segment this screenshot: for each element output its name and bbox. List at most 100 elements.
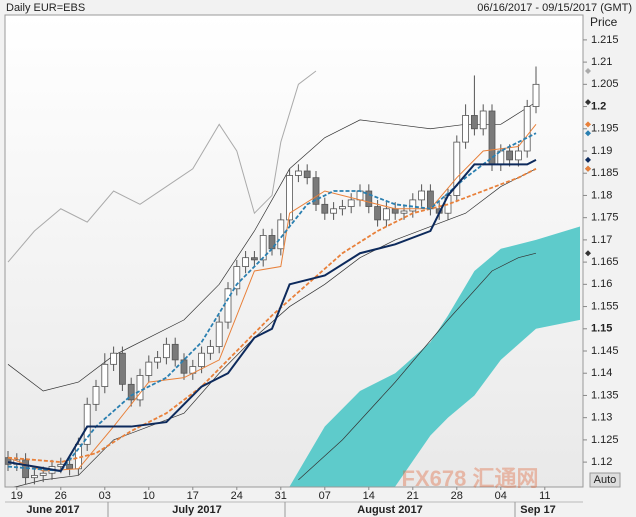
chart-title: Daily EUR=EBS [6,2,85,14]
chart-subtitle: 06/16/2017 - 09/15/2017 (GMT) [477,2,632,14]
last-value-marker [585,130,591,137]
candle-body [171,343,179,361]
indicator-line [7,167,537,464]
candle-body [242,257,250,267]
month-label: Sep 17 [520,504,555,516]
cloud [289,226,580,487]
candle-body [470,115,478,130]
candle-body [39,472,47,476]
candle-body [515,150,522,161]
candle-body [294,170,302,176]
candle-body [391,208,399,214]
x-tick-label: 21 [407,490,419,502]
candle-body [303,170,311,179]
month-label: June 2017 [26,504,79,516]
x-tick-label: 17 [187,490,199,502]
candle-body [92,386,100,405]
indicator-line [7,132,537,472]
auto-button-label[interactable]: Auto [594,474,617,486]
indicator-line [7,70,317,263]
candle-body [162,343,170,359]
last-value-marker [585,165,591,172]
indicator-line [298,252,537,481]
candle-body [312,177,320,205]
y-tick-label: 1.16 [591,278,612,290]
candle-body [479,110,487,130]
x-tick-label: 04 [495,490,507,502]
y-tick-label: 1.2 [591,100,606,112]
candle-body [110,352,117,365]
auto-button[interactable] [589,472,621,488]
y-tick-label: 1.12 [591,456,612,468]
y-tick-label: 1.18 [591,189,612,201]
x-tick-label: 10 [143,490,155,502]
candle-body [215,321,223,347]
candle-body [30,475,38,479]
candle-body [506,150,514,161]
x-tick-label: 03 [99,490,111,502]
candle-body [83,403,91,445]
candle-body [418,190,426,201]
month-label: August 2017 [357,504,422,516]
candle-body [523,106,531,152]
last-value-marker [585,68,591,74]
candle-body [374,206,382,221]
x-tick-label: 24 [231,490,243,502]
plot-area [4,14,584,488]
indicator-line [13,168,537,487]
candle-body [400,210,408,214]
candle-body [233,266,241,290]
candle-body [198,352,206,367]
candle-body [224,288,232,323]
x-tick-label: 28 [451,490,463,502]
y-tick-label: 1.17 [591,234,612,246]
y-tick-label: 1.205 [591,78,619,90]
x-tick-label: 26 [55,490,67,502]
candle-body [127,383,135,401]
candle-body [119,352,126,385]
candle-body [180,359,188,374]
candle-body [277,219,285,250]
candle-body [250,257,258,261]
candle-body [338,206,346,210]
candle-body [532,83,540,107]
last-value-marker [585,121,591,128]
candle-body [356,190,364,201]
y-tick-label: 1.215 [591,34,619,46]
y-tick-label: 1.185 [591,167,619,179]
last-value-marker [585,250,591,257]
candle-body [286,175,294,221]
y-tick-label: 1.165 [591,256,619,268]
plot-content [5,66,580,487]
y-tick-label: 1.145 [591,345,619,357]
candle-body [259,235,267,261]
y-tick-label: 1.175 [591,212,619,224]
y-tick-label: 1.19 [591,145,612,157]
candle-body [462,115,470,143]
y-tick-label: 1.155 [591,300,619,312]
candle-body [347,199,355,207]
candle-body [154,357,162,363]
candle-body [101,363,109,387]
indicator-line [7,124,537,472]
candle-body [382,208,390,221]
x-tick-label: 14 [363,490,375,502]
candle-body [206,346,214,354]
y-tick-label: 1.21 [591,56,612,68]
x-tick-label: 11 [539,490,550,502]
y-tick-label: 1.14 [591,367,612,379]
candle-body [321,203,329,214]
y-axis-label: Price [590,15,618,29]
candle-body [136,375,144,401]
candle-body [145,361,153,376]
last-value-marker [585,99,591,106]
x-tick-label: 07 [319,490,331,502]
y-tick-label: 1.135 [591,389,619,401]
month-label: July 2017 [172,504,222,516]
candle-body [330,208,338,214]
x-tick-label: 19 [11,490,23,502]
y-tick-label: 1.15 [591,323,612,335]
candle-body [66,463,73,470]
last-value-marker [585,156,591,163]
y-tick-label: 1.125 [591,434,619,446]
